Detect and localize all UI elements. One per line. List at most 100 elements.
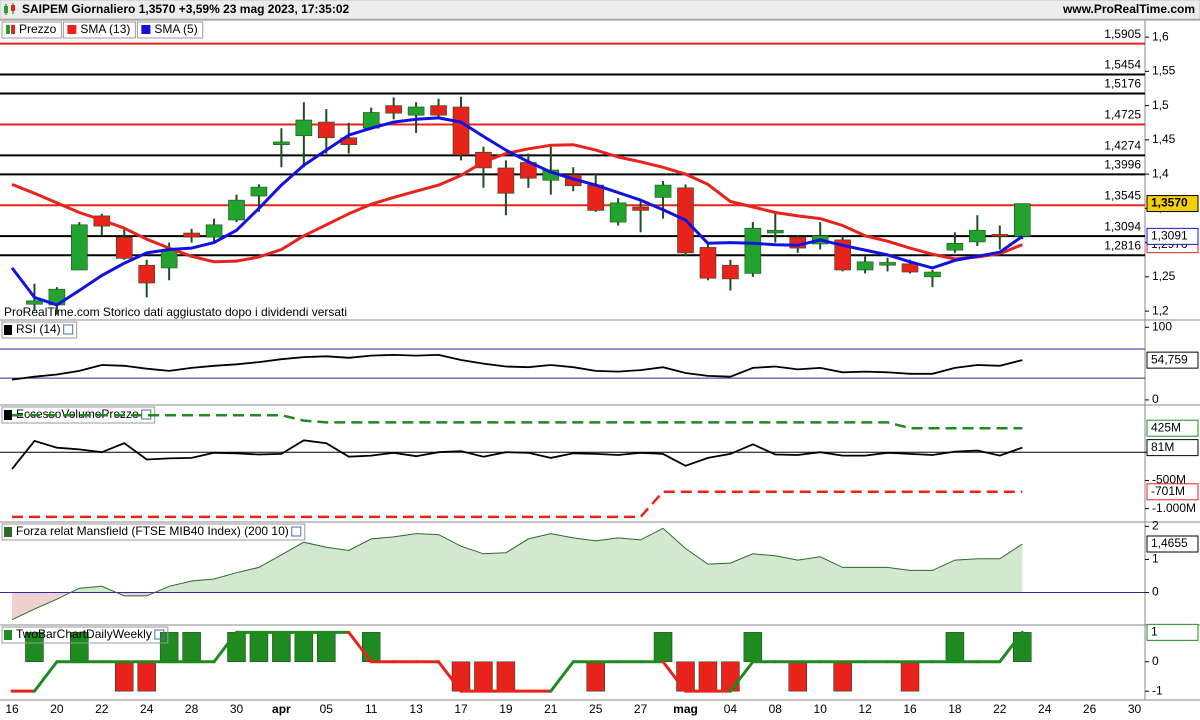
value-badge	[1146, 227, 1199, 245]
x-tick-label: 12	[858, 702, 872, 716]
area-line	[11, 527, 1023, 621]
bar	[294, 632, 314, 663]
candle-body	[654, 184, 672, 198]
bar	[249, 632, 269, 663]
legend-label: SMA (13)	[80, 22, 130, 36]
header-bar	[0, 0, 1200, 20]
bar	[900, 661, 920, 692]
candle-body	[497, 167, 515, 194]
bar	[833, 661, 852, 692]
settings-icon	[291, 526, 302, 537]
bar	[698, 661, 718, 692]
panel-icon	[4, 527, 12, 537]
y-tick-label: 0	[1152, 654, 1159, 668]
x-tick-label: 24	[1038, 702, 1052, 716]
candle-body	[115, 236, 133, 259]
x-tick-label: 11	[365, 702, 378, 716]
candle-body	[205, 224, 223, 238]
y-tick-label: 1,6	[1152, 29, 1169, 43]
candle-body	[722, 264, 739, 280]
step-line	[728, 660, 755, 693]
panel-icon	[4, 410, 12, 420]
bar	[474, 661, 493, 692]
y-tick-label: 1,25	[1152, 269, 1176, 283]
step-line	[212, 630, 238, 664]
candle-body	[71, 224, 88, 271]
x-tick-label: mag	[673, 702, 698, 716]
y-tick-label: 100	[1152, 319, 1172, 333]
sma-line	[11, 143, 1023, 264]
panel-title-box	[1, 626, 169, 644]
bar	[586, 661, 605, 692]
x-tick-label: 21	[544, 702, 558, 716]
x-tick-label: 18	[948, 702, 962, 716]
x-tick-label: 05	[320, 702, 334, 716]
candle-body	[26, 300, 43, 305]
panel-title: RSI (14)	[16, 322, 61, 336]
candle-body	[609, 202, 627, 223]
step-line	[549, 660, 575, 693]
x-tick-label: 17	[454, 702, 468, 716]
indicator-line	[12, 413, 1023, 430]
candle-body	[273, 141, 290, 145]
note: ProRealTime.com Storico dati aggiustato …	[4, 305, 347, 319]
candle-body	[183, 232, 200, 238]
step-line	[347, 630, 373, 664]
value-badge	[1146, 351, 1199, 369]
bar	[159, 632, 179, 663]
indicator-line	[11, 353, 1023, 381]
candle-body	[744, 227, 762, 274]
area-fill	[12, 528, 1023, 593]
step-line	[437, 660, 463, 693]
x-tick-label: 10	[814, 702, 828, 716]
y-tick-label: 0	[1152, 585, 1159, 599]
y-tick-label: 0	[1152, 392, 1159, 406]
candle-body	[138, 264, 155, 284]
legend-box	[1, 21, 62, 39]
bar	[1013, 632, 1032, 663]
x-tick-label: 19	[499, 702, 513, 716]
value-badge-label: 1,3091	[1151, 229, 1188, 243]
x-tick-label: 25	[589, 702, 603, 716]
value-badge	[1146, 623, 1199, 641]
x-tick-label: 24	[140, 702, 154, 716]
level-label: 1,3545	[1104, 188, 1141, 202]
bar	[743, 632, 763, 663]
panel-separators	[0, 19, 1200, 701]
candle-body	[699, 247, 717, 279]
candle-body	[228, 199, 245, 221]
x-tick-label: 28	[185, 702, 199, 716]
bar	[317, 632, 336, 663]
x-tick-label: 30	[1128, 702, 1142, 716]
legend-label: Prezzo	[19, 22, 57, 36]
legend-swatch	[6, 25, 10, 34]
level-label: 1,4725	[1104, 108, 1141, 122]
value-badge-label: 81M	[1151, 440, 1174, 454]
bar	[653, 632, 673, 663]
candle-body	[901, 263, 919, 273]
bar	[451, 661, 471, 692]
bar	[115, 661, 134, 692]
y-tick-label: 1,5	[1152, 98, 1169, 112]
x-tick-label: 16	[5, 702, 19, 716]
value-badge	[1146, 195, 1199, 213]
y-tick-label: -500M	[1152, 473, 1186, 487]
candle-body	[430, 105, 447, 116]
x-tick-label: 27	[634, 702, 648, 716]
bar	[788, 661, 807, 692]
y-tick-label: 1	[1152, 552, 1159, 566]
level-label: 1,5905	[1104, 27, 1141, 41]
bar	[496, 661, 516, 692]
x-tick-label: 04	[724, 702, 738, 716]
y-tick-label: 1,45	[1152, 132, 1176, 146]
candle-body	[587, 184, 605, 211]
value-badge-label: 425M	[1151, 420, 1181, 434]
level-label: 1,5454	[1104, 58, 1141, 72]
x-tick-label: 20	[50, 702, 64, 716]
panel-title-box	[1, 321, 78, 339]
panel-title-box	[1, 523, 306, 541]
legend-box	[62, 21, 136, 39]
level-label: 1,5176	[1104, 77, 1141, 91]
